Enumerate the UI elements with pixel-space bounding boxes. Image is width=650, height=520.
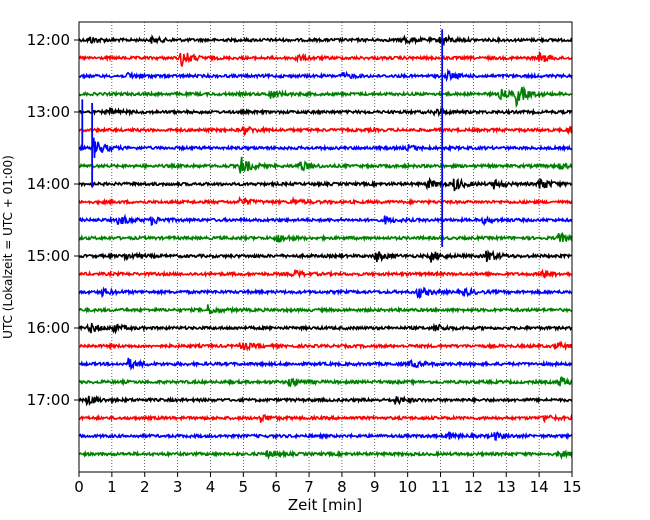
trace-row-20 [78,394,573,407]
y-tick-label-16:00: 16:00 [27,319,70,337]
x-tick-label-9: 9 [370,478,380,496]
x-tick-label-11: 11 [431,478,450,496]
trace-row-18 [78,357,573,371]
trace-row-16 [78,322,573,335]
y-axis-title: UTC (Lokalzeit = UTC + 01:00) [1,155,15,339]
x-tick-label-0: 0 [74,478,84,496]
x-tick-label-10: 10 [398,478,417,496]
x-tick-label-2: 2 [140,478,150,496]
trace-row-22 [78,430,573,441]
trace-row-4 [78,106,573,118]
x-tick-label-3: 3 [173,478,183,496]
y-tick-label-17:00: 17:00 [27,391,70,409]
x-tick-label-6: 6 [271,478,281,496]
x-tick-label-15: 15 [562,478,581,496]
y-tick-label-15:00: 15:00 [27,247,70,265]
x-tick-label-13: 13 [497,478,516,496]
x-tick-label-7: 7 [304,478,314,496]
trace-row-11 [78,231,573,243]
x-tick-label-1: 1 [107,478,117,496]
x-tick-label-5: 5 [239,478,249,496]
y-tick-label-12:00: 12:00 [27,31,70,49]
x-tick-label-12: 12 [464,478,483,496]
y-tick-label-14:00: 14:00 [27,175,70,193]
vertical-gridlines [111,22,540,472]
y-tick-label-13:00: 13:00 [27,103,70,121]
trace-row-0 [78,33,573,47]
trace-row-13 [78,268,573,279]
trace-row-7 [78,156,573,174]
trace-row-19 [78,376,573,388]
trace-row-5 [78,125,573,137]
y-axis-ticks: 12:00 13:00 14:00 15:00 16:00 17:00 [27,31,79,409]
trace-row-23 [78,449,573,461]
large-amplitude-spikes [81,29,444,247]
trace-row-12 [78,249,573,263]
trace-row-8 [78,176,573,192]
trace-row-10 [78,213,573,227]
x-axis-ticks: 0 1 2 3 4 5 6 7 8 9 10 11 12 13 14 15 [74,472,582,496]
trace-row-14 [78,286,573,300]
x-tick-label-4: 4 [206,478,216,496]
plot-frame [78,21,573,473]
x-tick-label-14: 14 [530,478,549,496]
trace-row-21 [78,413,573,424]
trace-row-17 [78,340,573,352]
trace-row-9 [78,195,573,207]
x-axis-title: Zeit [min] [288,496,362,514]
trace-row-6 [78,137,573,159]
trace-row-1 [78,50,573,67]
trace-row-3 [78,85,573,109]
trace-row-15 [78,304,573,315]
trace-row-2 [78,68,573,83]
x-tick-label-8: 8 [337,478,347,496]
seismic-traces [78,33,573,461]
